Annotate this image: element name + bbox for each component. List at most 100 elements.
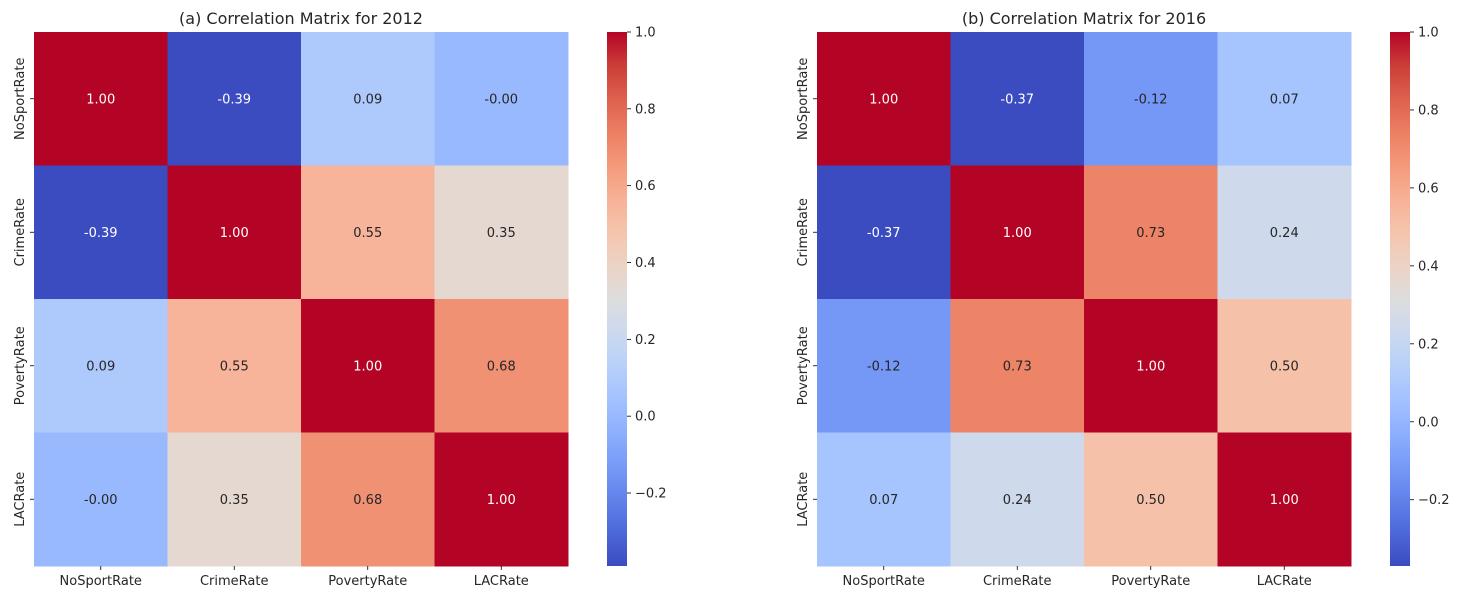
colorbar-tick-label: 0.0 [635,410,656,425]
heatmap-cell [167,432,302,567]
heatmap-cell [301,432,435,567]
cell-value-label: 0.07 [869,493,898,508]
colorbar-tick-label: 0.2 [1418,337,1439,352]
heatmap-cell [434,32,569,166]
x-tick-label: LACRate [1257,574,1312,589]
cell-value-label: 0.35 [487,226,516,241]
y-tick-label: NoSportRate [13,58,28,140]
y-tick-label: CrimeRate [13,198,28,267]
cell-value-label: 1.00 [1270,493,1299,508]
colorbar-tick-label: −0.2 [1418,493,1450,508]
heatmap-cell [1084,32,1218,166]
cell-value-label: -0.12 [867,359,901,374]
heatmap-cell [817,299,951,433]
cell-value-label: 1.00 [86,92,115,107]
cell-value-label: -0.37 [1000,92,1034,107]
colorbar-tick-label: 1.0 [635,26,656,41]
colorbar-tick-label: 0.4 [635,256,656,271]
cell-value-label: 1.00 [487,493,516,508]
cell-value-label: 1.00 [220,226,249,241]
cell-value-label: 0.73 [1003,359,1032,374]
colorbar-tick-label: 0.6 [1418,181,1439,196]
chart-title: (a) Correlation Matrix for 2012 [179,9,423,28]
colorbar-tick-label: 0.0 [1418,415,1439,430]
x-tick-label: PovertyRate [328,574,407,589]
colorbar-tick-label: 1.0 [1418,26,1439,41]
cell-value-label: 0.68 [353,493,382,508]
x-tick-label: CrimeRate [200,574,269,589]
heatmap-cell [950,432,1085,567]
cell-value-label: 0.07 [1270,92,1299,107]
colorbar-tick-label: −0.2 [635,487,667,502]
heatmap-cell [1217,299,1352,433]
x-tick-label: CrimeRate [983,574,1052,589]
colorbar-tick-label: 0.6 [635,179,656,194]
x-tick-label: NoSportRate [843,574,925,589]
y-tick-label: PovertyRate [13,326,28,405]
heatmap-cell [34,32,168,166]
heatmap-cell [817,432,951,567]
cell-value-label: -0.00 [84,493,118,508]
y-tick-label: PovertyRate [796,326,811,405]
cell-value-label: 0.73 [1136,226,1165,241]
y-tick-label: LACRate [13,472,28,527]
heatmap-cell [34,165,168,300]
cell-value-label: -0.39 [217,92,251,107]
heatmap-cell [1217,432,1352,567]
heatmap-panel-2012: (a) Correlation Matrix for 2012 1.00 -0.3… [13,9,667,589]
heatmap-cell [817,32,951,166]
heatmap-cell [1084,165,1218,300]
colorbar-tick-label: 0.8 [1418,103,1439,118]
heatmap-cell [950,32,1085,166]
y-tick-label: LACRate [796,472,811,527]
heatmap-cell [167,299,302,433]
heatmap-cell [434,165,569,300]
cell-value-label: 0.50 [1270,359,1299,374]
heatmap-cell [817,165,951,300]
heatmap-cell [301,165,435,300]
cell-value-label: 0.09 [86,359,115,374]
heatmap-cell [301,299,435,433]
y-tick-label: CrimeRate [796,198,811,267]
heatmap-cell [34,299,168,433]
cell-value-label: 1.00 [869,92,898,107]
cell-value-label: 0.55 [220,359,249,374]
cell-value-label: 0.55 [353,226,382,241]
heatmap-cell [167,32,302,166]
heatmap-cell [950,299,1085,433]
heatmap-cell [1084,299,1218,433]
cell-value-label: 0.50 [1136,493,1165,508]
x-tick-label: LACRate [474,574,529,589]
chart-title: (b) Correlation Matrix for 2016 [962,9,1206,28]
cell-value-label: 1.00 [353,359,382,374]
colorbar-tick-label: 0.8 [635,102,656,117]
heatmap-cell [434,432,569,567]
cell-value-label: -0.37 [867,226,901,241]
colorbar [607,32,627,566]
cell-value-label: 1.00 [1003,226,1032,241]
heatmap-cell [1217,165,1352,300]
heatmap-cell [1084,432,1218,567]
x-tick-label: PovertyRate [1111,574,1190,589]
cell-value-label: -0.00 [484,92,518,107]
cell-value-label: 1.00 [1136,359,1165,374]
cell-value-label: -0.39 [84,226,118,241]
cell-value-label: 0.35 [220,493,249,508]
cell-value-label: 0.68 [487,359,516,374]
heatmap-cell [434,299,569,433]
heatmap-cell [301,32,435,166]
colorbar-tick-label: 0.4 [1418,259,1439,274]
cell-value-label: -0.12 [1134,92,1168,107]
colorbar-tick-label: 0.2 [635,333,656,348]
heatmap-cell [950,165,1085,300]
cell-value-label: 0.24 [1003,493,1032,508]
y-tick-label: NoSportRate [796,58,811,140]
heatmap-cell [167,165,302,300]
x-tick-label: NoSportRate [60,574,142,589]
colorbar [1390,32,1410,566]
cell-value-label: 0.24 [1270,226,1299,241]
cell-value-label: 0.09 [353,92,382,107]
heatmap-panel-2016: (b) Correlation Matrix for 2016 1.00 -0.3… [796,9,1450,589]
